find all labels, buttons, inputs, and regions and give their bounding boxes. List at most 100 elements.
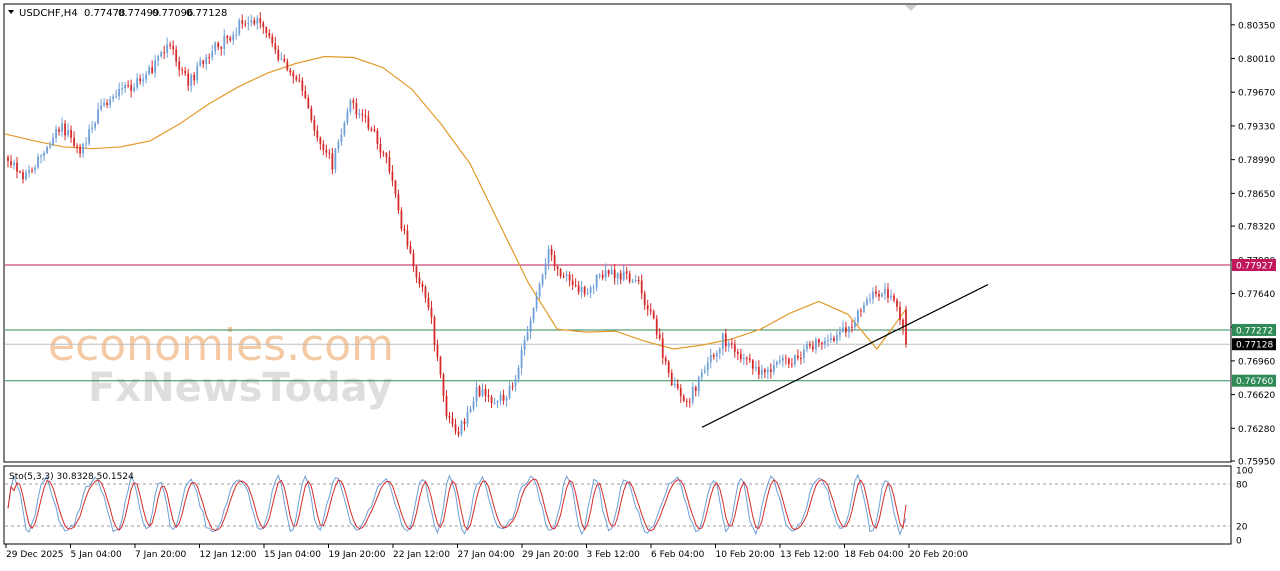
candle [283,54,286,63]
candle [508,381,511,400]
candle [769,363,772,379]
time-tick-label: 10 Feb 20:00 [716,550,775,560]
oscillator-level-label: 0 [1236,537,1242,547]
candle [598,272,601,280]
candle [373,125,376,133]
candle [121,81,124,96]
candle [430,300,433,324]
candle [37,153,39,170]
candle [535,291,538,312]
price-tick-label: 0.76280 [1238,425,1275,435]
candle [712,352,715,360]
candle [385,152,388,164]
candle [887,283,889,303]
candle [277,45,280,62]
candle [697,375,700,397]
candle [376,127,379,150]
candle [478,385,481,398]
candle [109,96,112,109]
candle [235,27,238,40]
candle [289,67,292,76]
candle [848,325,850,338]
candle [667,359,670,378]
candle [796,349,799,361]
candle [505,395,508,407]
candle [316,125,319,142]
price-tick-label: 0.79330 [1238,122,1275,132]
candle [406,224,409,250]
candle [778,355,781,365]
candle [97,102,99,125]
candle [202,59,205,69]
candle [589,285,592,299]
candle [13,159,15,170]
candle [899,301,901,326]
candle [334,147,337,174]
candle [229,35,232,43]
candle [691,382,694,406]
candle [580,280,583,299]
candle [136,73,139,91]
candle [394,179,397,199]
candle [646,299,649,316]
candle [451,411,454,428]
watermark-economies: economies.com [48,320,394,371]
candle [52,133,54,147]
candle [550,244,553,262]
candle [220,45,223,56]
stochastic-main-line [7,473,907,537]
candle [643,290,646,311]
candle [247,16,250,31]
candle [352,97,355,110]
candle [124,82,127,94]
candle [259,12,262,29]
candle [520,345,523,375]
candle [733,339,736,358]
price-tick-label: 0.78320 [1238,223,1275,233]
candle [881,292,883,298]
candle [16,156,18,179]
ascending-trendline [701,284,989,428]
candle [127,80,130,89]
candle [358,108,361,119]
candle [88,124,90,146]
candle [106,99,109,109]
candle [781,354,784,368]
candle [172,40,175,56]
price-level-tag [1232,374,1276,387]
time-tick-label: 5 Jan 04:00 [71,550,123,560]
candle [313,115,316,137]
price-tick-label: 0.80350 [1238,21,1275,31]
candle [364,109,367,123]
candle [652,309,655,320]
candle [133,83,136,93]
candle [304,85,307,100]
time-tick-label: 3 Feb 12:00 [587,550,641,560]
watermark-fxnewstoday: FxNewsToday [88,365,392,411]
candle [310,105,313,123]
ohlc-open: 0.77478 [84,8,125,19]
candle [166,37,169,58]
candle [673,377,676,388]
candle [592,284,595,295]
candle [595,273,598,292]
candle [94,121,96,131]
candle [818,338,820,348]
candle [160,50,163,58]
candle [55,125,57,143]
candle [824,337,826,349]
candle [751,359,754,375]
candle [388,150,391,175]
candle [583,285,586,297]
ohlc-low: 0.77096 [152,8,193,19]
candle [349,98,352,115]
candle [799,351,802,365]
time-tick-label: 18 Feb 04:00 [845,550,904,560]
candle [382,150,385,157]
candle [130,79,133,98]
symbol-dropdown-icon[interactable] [8,10,14,14]
candle [484,384,487,402]
candle [46,145,48,155]
candle [670,369,673,387]
